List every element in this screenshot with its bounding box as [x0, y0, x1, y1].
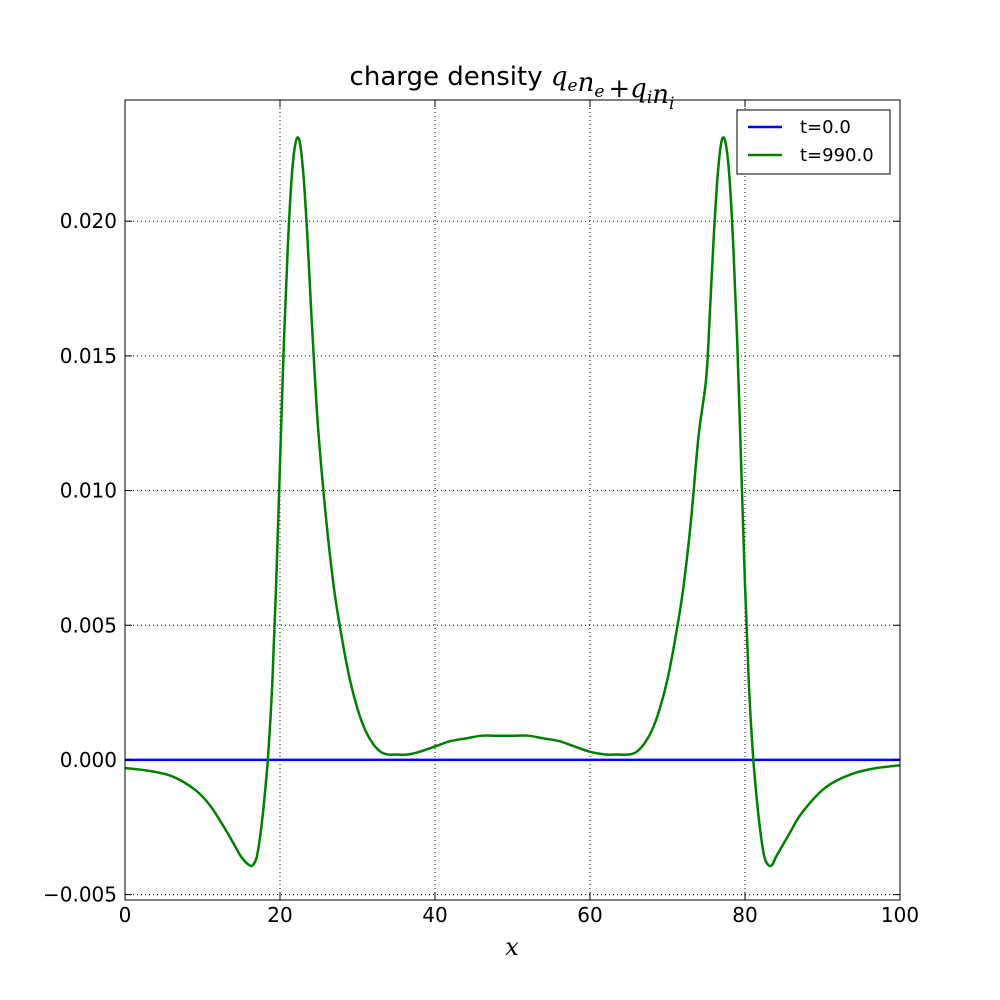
axis-tick-labels: 0 20 40 60 80 100 −0.005 0.000 0.005 0.010 0.015 0.…	[43, 209, 919, 927]
legend-box	[736, 109, 891, 175]
x-tick-label: 80	[732, 903, 757, 927]
legend-label-2: t=990.0	[800, 145, 874, 166]
chart-title-math: qene +qini	[551, 62, 675, 114]
chart-title: charge density qene +qini	[350, 62, 675, 114]
y-tick-label: 0.000	[60, 748, 117, 772]
plot-lines	[124, 136, 901, 868]
title-math-operator: +	[608, 74, 630, 104]
chart-title-text: charge density	[350, 62, 551, 92]
y-tick-label: 0.010	[60, 479, 117, 503]
x-tick-label: 20	[267, 903, 292, 927]
title-math-symbol: q	[630, 74, 647, 104]
y-tick-label: 0.015	[60, 344, 117, 368]
y-tick-label: −0.005	[43, 883, 117, 907]
y-tick-label: 0.020	[60, 209, 117, 233]
x-tick-label: 100	[881, 903, 919, 927]
title-math-subscript: i	[669, 94, 674, 114]
x-tick-label: 40	[422, 903, 447, 927]
series-line-2	[124, 136, 901, 868]
title-math-subscript: e	[594, 82, 604, 102]
title-math-symbol: n	[578, 68, 595, 98]
plot-area-frame	[124, 99, 901, 901]
x-tick-label: 60	[577, 903, 602, 927]
axis-ticks	[124, 100, 901, 900]
title-math-subscript: e	[568, 76, 578, 96]
title-math-subscript: i	[647, 88, 652, 108]
title-math-symbol: n	[652, 80, 669, 110]
legend-label-1: t=0.0	[800, 117, 851, 138]
x-axis-label: x	[505, 933, 519, 961]
x-tick-label: 0	[119, 903, 132, 927]
y-tick-label: 0.005	[60, 613, 117, 637]
title-math-symbol: q	[551, 62, 568, 92]
legend: t=0.0 t=990.0	[736, 109, 891, 175]
